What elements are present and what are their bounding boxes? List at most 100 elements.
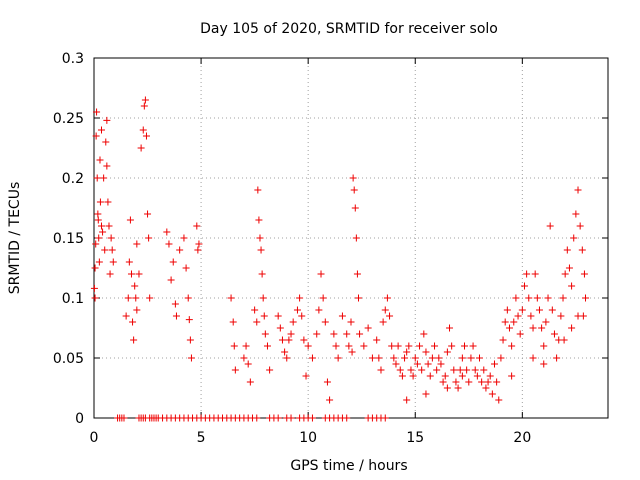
data-point <box>193 222 201 230</box>
data-point <box>499 336 507 344</box>
data-point <box>139 126 147 134</box>
data-point <box>169 258 177 266</box>
data-point <box>525 294 533 302</box>
data-point <box>560 336 568 344</box>
data-point <box>91 294 99 302</box>
data-point <box>229 318 237 326</box>
data-point <box>426 372 434 380</box>
data-point <box>285 336 293 344</box>
data-point <box>375 354 383 362</box>
data-point <box>278 336 286 344</box>
data-point <box>529 354 537 362</box>
data-point <box>390 354 398 362</box>
data-point <box>364 324 372 332</box>
data-point <box>343 414 351 422</box>
data-point <box>388 342 396 350</box>
chart-title: Day 105 of 2020, SRMTID for receiver sol… <box>200 21 498 37</box>
data-point <box>276 324 284 332</box>
data-point <box>259 294 267 302</box>
data-point <box>266 366 274 374</box>
data-point <box>437 360 445 368</box>
data-point <box>345 342 353 350</box>
data-point <box>413 360 421 368</box>
data-point <box>461 342 469 350</box>
data-point <box>93 174 101 182</box>
x-tick-label: 0 <box>90 430 99 446</box>
data-point <box>244 360 252 368</box>
data-point <box>227 294 235 302</box>
data-point <box>96 156 104 164</box>
x-axis-label: GPS time / hours <box>290 458 407 474</box>
data-point <box>108 246 116 254</box>
data-point <box>431 342 439 350</box>
data-point <box>103 116 111 124</box>
data-point <box>512 294 520 302</box>
data-point <box>576 222 584 230</box>
data-point <box>463 366 471 374</box>
data-point <box>122 312 130 320</box>
y-tick-label: 0.25 <box>53 111 84 127</box>
data-point <box>94 216 102 224</box>
data-point <box>441 372 449 380</box>
data-point <box>570 234 578 242</box>
data-point <box>435 354 443 362</box>
data-point <box>343 330 351 338</box>
data-point <box>467 354 475 362</box>
data-point <box>493 378 501 386</box>
data-point <box>100 174 108 182</box>
data-point <box>501 318 509 326</box>
data-point <box>109 258 117 266</box>
data-point <box>96 198 104 206</box>
data-point <box>563 246 571 254</box>
data-point <box>144 210 152 218</box>
data-point <box>508 372 516 380</box>
data-point <box>253 414 261 422</box>
data-point <box>142 132 150 140</box>
data-point <box>574 312 582 320</box>
data-point <box>443 384 451 392</box>
data-point <box>106 270 114 278</box>
data-point <box>527 312 535 320</box>
data-point <box>578 246 586 254</box>
y-tick-label: 0.15 <box>53 231 84 247</box>
data-point <box>465 378 473 386</box>
data-point <box>298 312 306 320</box>
data-point <box>133 240 141 248</box>
data-point <box>99 228 107 236</box>
data-point <box>293 306 301 314</box>
data-point <box>503 306 511 314</box>
data-point <box>490 360 498 368</box>
y-tick-label: 0.05 <box>53 351 84 367</box>
data-point <box>548 306 556 314</box>
data-point <box>443 348 451 356</box>
data-point <box>381 306 389 314</box>
data-point <box>553 354 561 362</box>
data-point <box>187 354 195 362</box>
x-tick-label: 15 <box>406 430 424 446</box>
data-point <box>186 336 194 344</box>
data-point <box>304 342 312 350</box>
data-point <box>454 384 462 392</box>
data-point <box>283 354 291 362</box>
data-point <box>140 102 148 110</box>
data-point <box>482 384 490 392</box>
data-point <box>405 342 413 350</box>
data-point <box>171 300 179 308</box>
data-point <box>242 342 250 350</box>
data-point <box>565 264 573 272</box>
data-point <box>261 330 269 338</box>
data-point <box>497 354 505 362</box>
data-point <box>125 258 133 266</box>
data-point <box>260 312 268 320</box>
data-point <box>287 330 295 338</box>
data-point <box>348 348 356 356</box>
data-point <box>386 312 394 320</box>
data-point <box>540 360 548 368</box>
data-point <box>182 264 190 272</box>
data-point <box>145 234 153 242</box>
x-tick-label: 20 <box>513 430 531 446</box>
data-point <box>478 378 486 386</box>
y-tick-label: 0.3 <box>62 51 84 67</box>
x-tick-label: 5 <box>197 430 206 446</box>
